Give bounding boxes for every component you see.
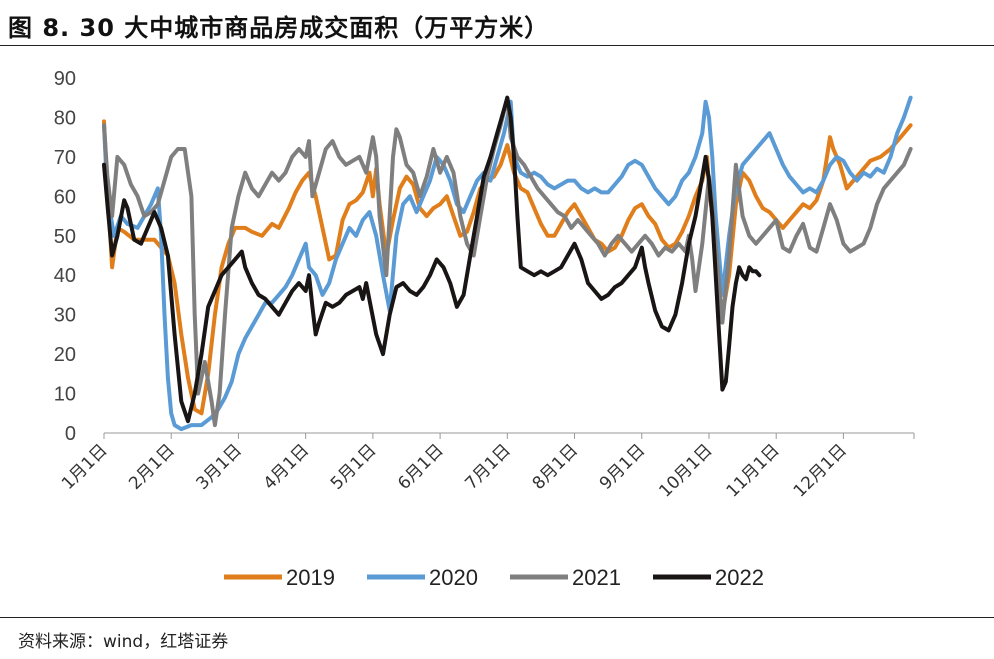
y-tick-label: 30 [54,305,76,327]
y-tick-label: 50 [54,226,76,248]
y-tick-label: 90 [54,68,76,90]
series-lines [102,95,913,432]
y-tick-label: 70 [54,147,76,169]
x-tick-label: 6月1日 [394,440,447,493]
x-tick-label: 10月1日 [655,440,716,501]
x-tick-label: 7月1日 [461,440,514,493]
y-tick-label: 20 [54,344,76,366]
legend-label-2022: 2022 [715,565,764,590]
legend-label-2021: 2021 [572,565,621,590]
x-tick-label: 4月1日 [260,440,313,493]
y-tick-label: 40 [54,265,76,287]
legend-label-2019: 2019 [286,565,335,590]
x-tick-label: 8月1日 [529,440,582,493]
bottom-rule [0,617,994,618]
y-tick-label: 10 [54,384,76,406]
series-line-2019 [102,119,913,416]
y-tick-label: 60 [54,186,76,208]
legend: 2019 2020 2021 2022 [224,565,764,590]
x-tick-label: 12月1日 [790,440,851,501]
x-tick-label: 1月1日 [58,440,111,493]
chart-title: 图 8. 30 大中城市商品房成交面积（万平方米） [8,14,550,42]
legend-label-2020: 2020 [429,565,478,590]
y-tick-label: 80 [54,107,76,129]
series-line-2020 [102,95,913,432]
x-tick-label: 9月1日 [596,440,649,493]
x-tick-label: 2月1日 [125,440,178,493]
x-tick-label: 5月1日 [327,440,380,493]
x-tick-label: 11月1日 [723,440,784,501]
series-line-2022 [102,95,762,424]
source-note: 资料来源：wind，红塔证券 [18,632,229,652]
y-axis: 0 10 20 30 40 50 60 70 80 90 [54,68,76,445]
x-tick-label: 3月1日 [192,440,245,493]
x-axis: 1月1日 2月1日 3月1日 4月1日 5月1日 6月1日 7月1日 8月1日 9月1日 10月1… [58,432,915,502]
y-tick-label: 0 [65,423,76,445]
top-rule [0,45,994,46]
